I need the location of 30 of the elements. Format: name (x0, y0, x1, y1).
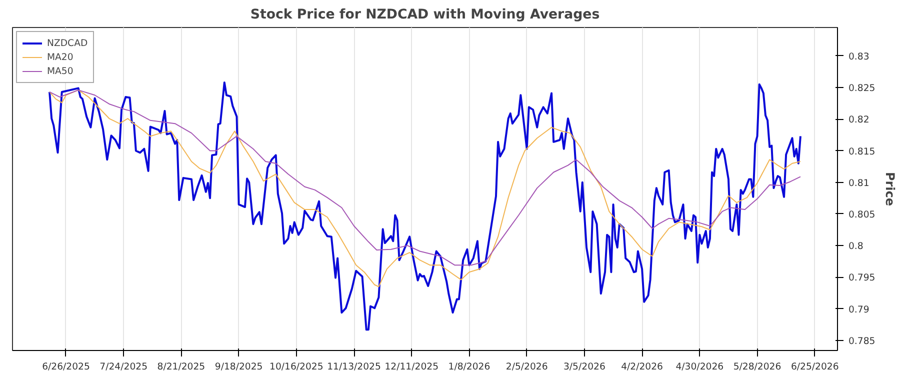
x-tick-label: 6/25/2026 (790, 362, 839, 372)
y-tick-label: 0.81 (848, 178, 870, 189)
y-tick-label: 0.83 (848, 51, 870, 62)
y-tick-label: 0.79 (848, 304, 870, 316)
x-tick-label: 11/13/2025 (327, 362, 381, 372)
x-tick-label: 9/18/2025 (214, 362, 263, 372)
x-tick-label: 8/21/2025 (157, 362, 206, 372)
legend-label: MA20 (47, 51, 74, 63)
x-tick-label: 10/16/2025 (270, 362, 324, 372)
chart-title: Stock Price for NZDCAD with Moving Averages (250, 8, 600, 22)
x-tick-label: 4/2/2026 (621, 362, 664, 372)
x-tick-label: 12/11/2025 (384, 362, 439, 372)
x-tick-label: 6/26/2025 (42, 362, 90, 372)
y-tick-label: 0.82 (848, 114, 870, 126)
y-tick-label: 0.8 (848, 241, 864, 252)
line-series (48, 81, 802, 331)
x-tick-label: 7/24/2025 (100, 362, 148, 372)
y-tick-label: 0.825 (848, 83, 876, 94)
x-tick-label: 1/8/2026 (448, 362, 490, 372)
y-axis-title: Price (883, 172, 898, 206)
x-tick-label: 5/28/2026 (733, 362, 782, 372)
y-tick-label: 0.815 (848, 146, 876, 158)
legend-label: MA50 (47, 65, 74, 77)
legend-label: NZDCAD (47, 37, 88, 49)
x-tick-label: 3/5/2026 (564, 362, 606, 372)
x-tick-label: 2/5/2026 (506, 362, 548, 372)
y-tick-label: 0.805 (848, 209, 876, 220)
x-tick-label: 4/30/2026 (676, 362, 724, 372)
y-tick-label: 0.795 (848, 272, 876, 284)
y-tick-label: 0.785 (848, 336, 876, 347)
